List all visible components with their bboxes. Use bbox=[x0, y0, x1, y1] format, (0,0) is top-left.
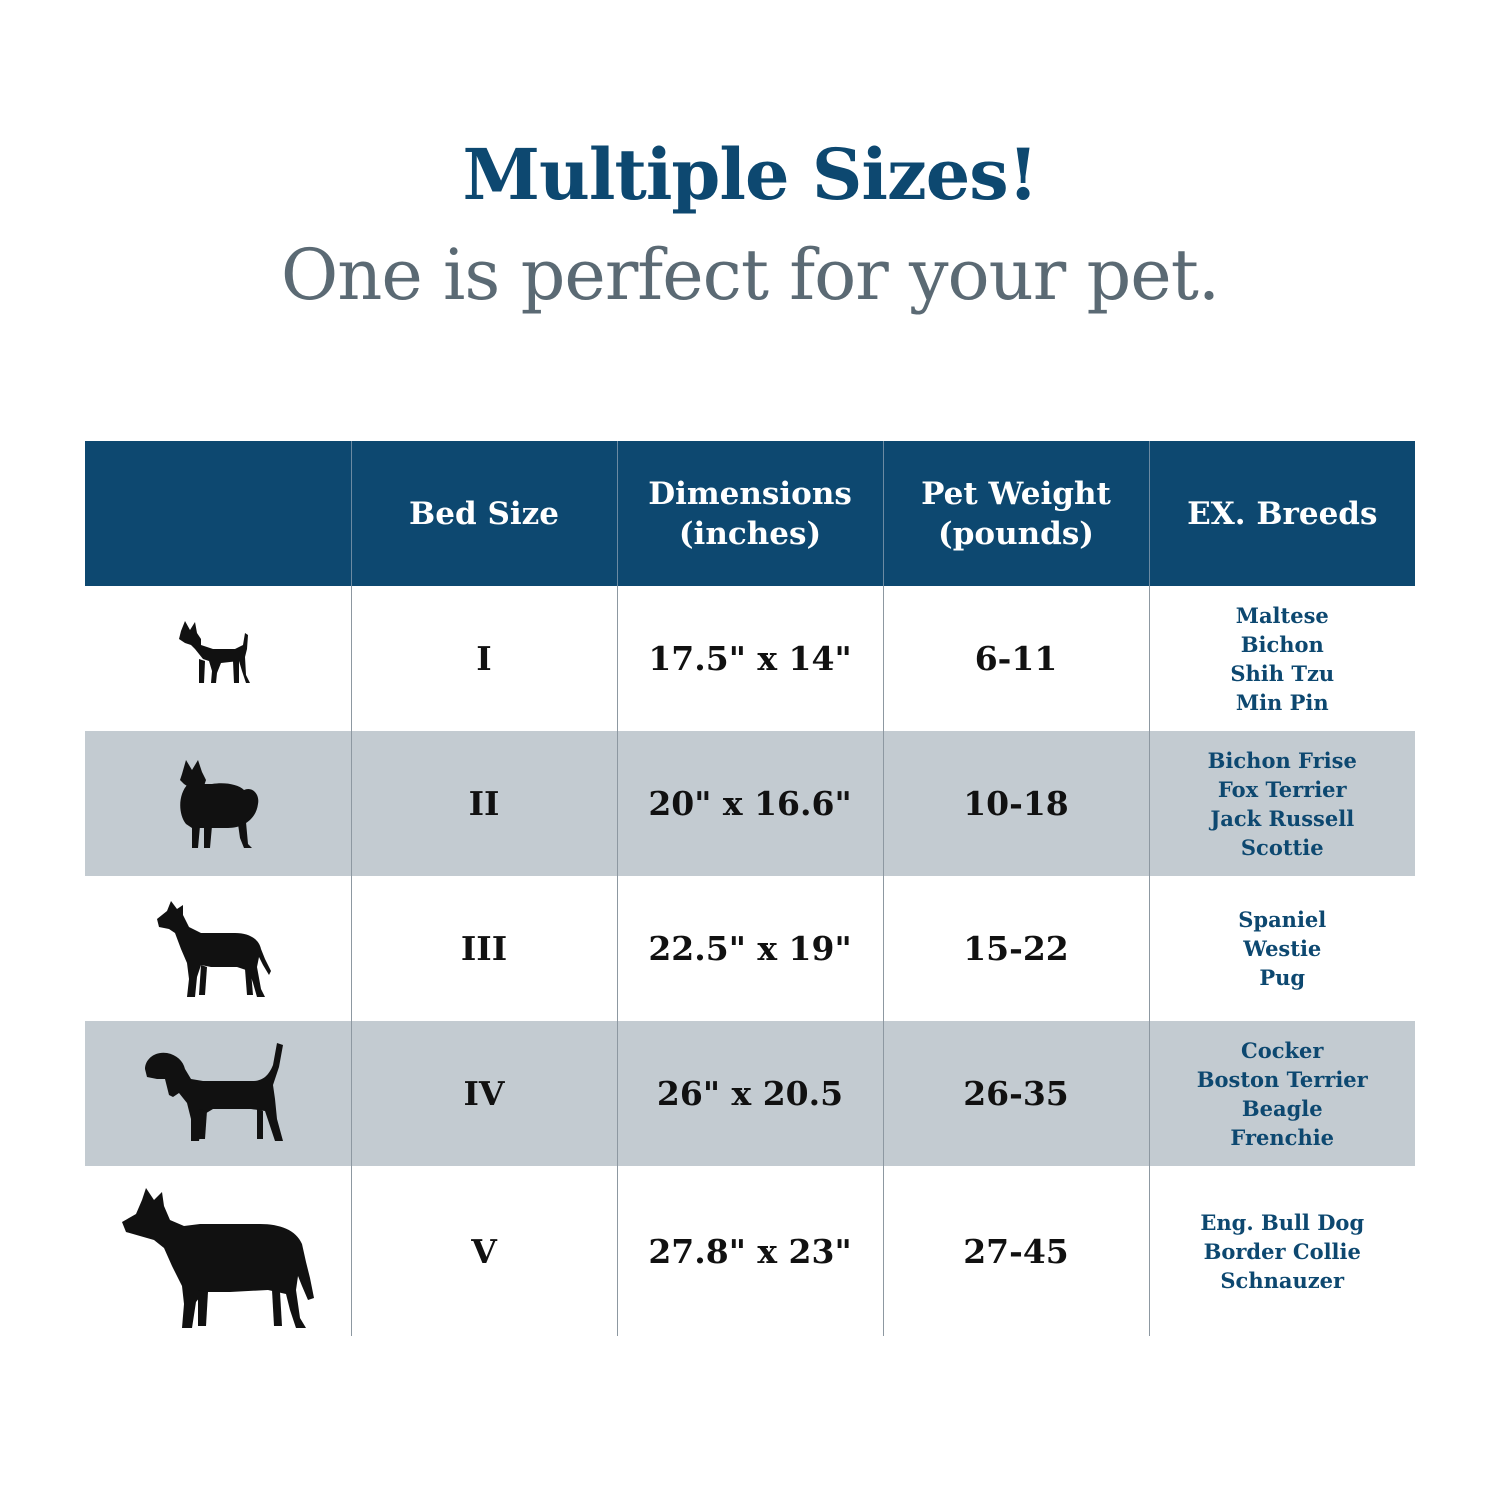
breeds-cell: Maltese Bichon Shih Tzu Min Pin bbox=[1148, 586, 1415, 731]
breed-name: Bichon bbox=[1240, 631, 1324, 657]
pomeranian-silhouette-icon bbox=[179, 759, 259, 848]
breed-name: Min Pin bbox=[1235, 689, 1329, 715]
breed-name: Eng. Bull Dog bbox=[1200, 1209, 1365, 1235]
bed-size-cell: I bbox=[350, 586, 617, 731]
beagle-silhouette-icon bbox=[144, 1042, 283, 1141]
bed-size-cell: V bbox=[350, 1166, 617, 1336]
dimensions-cell: 17.5" x 14" bbox=[616, 586, 883, 731]
weight-cell: 6-11 bbox=[882, 586, 1149, 731]
table-row: V 27.8" x 23" 27-45 Eng. Bull Dog Border… bbox=[85, 1166, 1415, 1336]
breed-name: Spaniel bbox=[1238, 907, 1327, 932]
breed-name: Cocker bbox=[1241, 1037, 1324, 1063]
weight-cell: 26-35 bbox=[882, 1021, 1149, 1166]
dog-icon-cell bbox=[85, 586, 351, 731]
breed-name: Scottie bbox=[1240, 834, 1324, 860]
dog-icon-cell bbox=[85, 731, 351, 876]
table-row: IV 26" x 20.5 26-35 Cocker Boston Terrie… bbox=[85, 1021, 1415, 1166]
breeds-cell: Cocker Boston Terrier Beagle Frenchie bbox=[1148, 1021, 1415, 1166]
bed-size-cell: IV bbox=[350, 1021, 617, 1166]
breed-name: Border Collie bbox=[1203, 1238, 1361, 1264]
breed-name: Beagle bbox=[1241, 1095, 1323, 1121]
breed-name: Frenchie bbox=[1230, 1124, 1335, 1150]
bed-size-cell: III bbox=[350, 876, 617, 1021]
bed-size-cell: II bbox=[350, 731, 617, 876]
table-row: II 20" x 16.6" 10-18 Bichon Frise Fox Te… bbox=[85, 731, 1415, 876]
dog-icon-cell bbox=[85, 1021, 351, 1166]
page-subtitle: One is perfect for your pet. bbox=[280, 234, 1220, 316]
breed-name: Westie bbox=[1243, 936, 1322, 961]
breed-name: Shih Tzu bbox=[1230, 660, 1335, 686]
dimensions-cell: 27.8" x 23" bbox=[616, 1166, 883, 1336]
breed-name: Maltese bbox=[1235, 602, 1329, 628]
column-header-bed-size: Bed Size bbox=[350, 441, 617, 586]
breed-name: Pug bbox=[1259, 965, 1306, 990]
dog-icon-cell bbox=[85, 876, 351, 1021]
column-header-dimensions: Dimensions (inches) bbox=[616, 441, 883, 586]
column-header-breeds: EX. Breeds bbox=[1148, 441, 1415, 586]
breeds-cell: Spaniel Westie Pug bbox=[1148, 876, 1415, 1021]
husky-silhouette-icon bbox=[121, 1188, 314, 1328]
breeds-cell: Eng. Bull Dog Border Collie Schnauzer bbox=[1148, 1166, 1415, 1336]
table-header-row: Bed Size Dimensions (inches) Pet Weight … bbox=[85, 441, 1415, 586]
size-table: Bed Size Dimensions (inches) Pet Weight … bbox=[85, 441, 1415, 1336]
weight-cell: 27-45 bbox=[882, 1166, 1149, 1336]
column-header-pet-weight: Pet Weight (pounds) bbox=[882, 441, 1149, 586]
breed-name: Fox Terrier bbox=[1217, 776, 1347, 802]
weight-cell: 15-22 bbox=[882, 876, 1149, 1021]
breed-name: Jack Russell bbox=[1210, 805, 1355, 831]
table-row: I 17.5" x 14" 6-11 Maltese Bichon Shih T… bbox=[85, 586, 1415, 731]
breed-name: Schnauzer bbox=[1220, 1267, 1345, 1293]
dog-icon-cell bbox=[85, 1166, 351, 1336]
dimensions-cell: 20" x 16.6" bbox=[616, 731, 883, 876]
column-header-icon bbox=[85, 441, 351, 586]
weight-cell: 10-18 bbox=[882, 731, 1149, 876]
breeds-cell: Bichon Frise Fox Terrier Jack Russell Sc… bbox=[1148, 731, 1415, 876]
terrier-silhouette-icon bbox=[156, 900, 271, 997]
page-title: Multiple Sizes! bbox=[462, 133, 1039, 216]
breed-name: Boston Terrier bbox=[1196, 1066, 1368, 1092]
chihuahua-silhouette-icon bbox=[178, 620, 250, 683]
table-row: III 22.5" x 19" 15-22 Spaniel Westie Pug bbox=[85, 876, 1415, 1021]
dimensions-cell: 22.5" x 19" bbox=[616, 876, 883, 1021]
dimensions-cell: 26" x 20.5 bbox=[616, 1021, 883, 1166]
breed-name: Bichon Frise bbox=[1207, 747, 1357, 773]
